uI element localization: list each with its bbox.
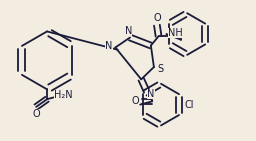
Text: O: O xyxy=(153,13,161,23)
Text: O: O xyxy=(32,109,40,119)
Text: N: N xyxy=(147,89,155,99)
Text: O: O xyxy=(131,96,139,106)
Text: S: S xyxy=(157,63,163,73)
Text: Cl: Cl xyxy=(184,100,194,110)
Text: NH: NH xyxy=(168,28,183,38)
Text: N: N xyxy=(125,26,132,36)
Text: N: N xyxy=(105,41,113,51)
Text: H₂N: H₂N xyxy=(54,90,72,100)
